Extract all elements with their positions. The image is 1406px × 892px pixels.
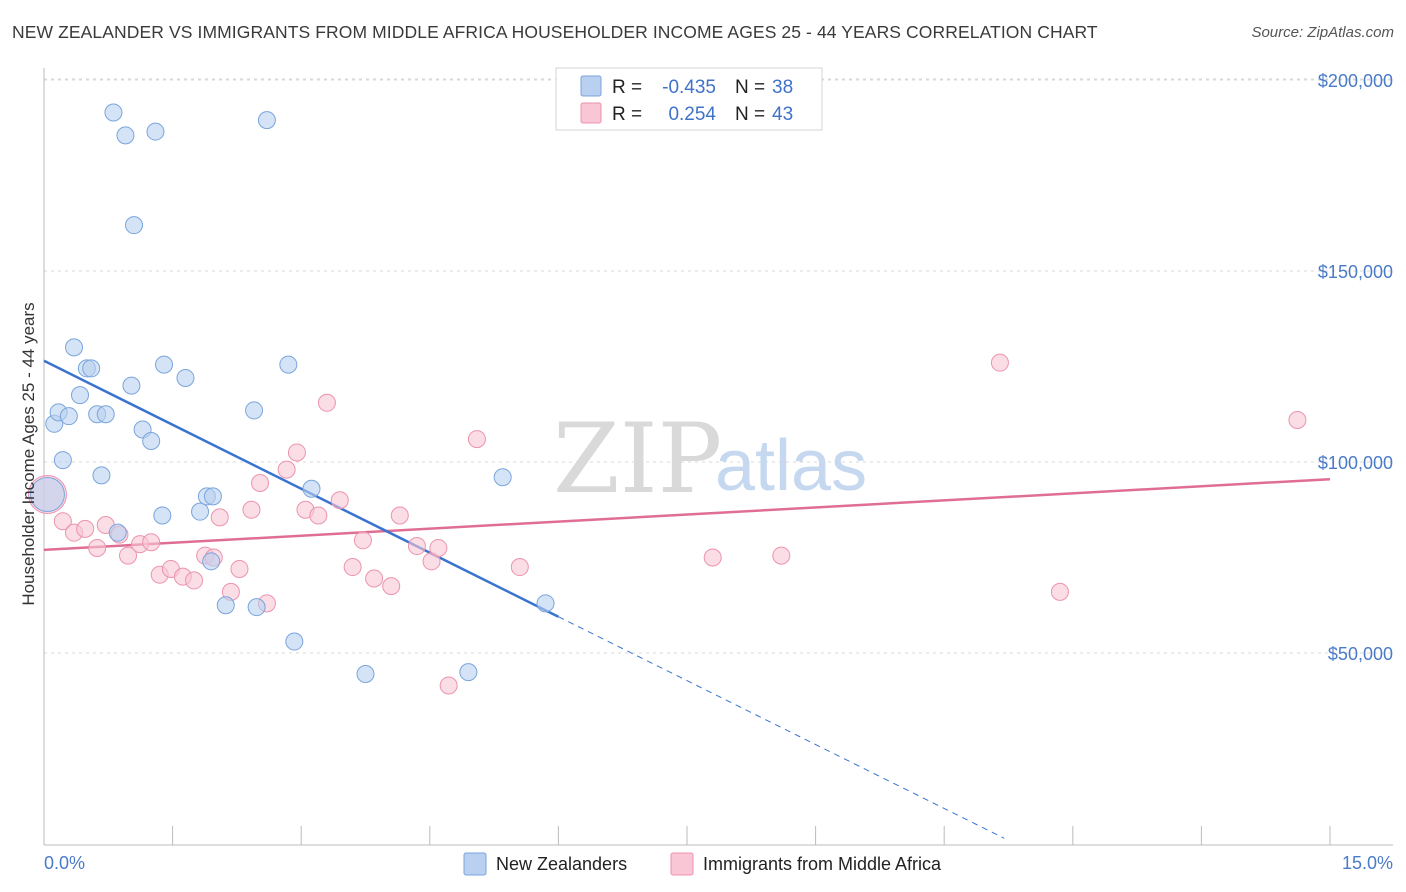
- data-point-blue: [65, 338, 84, 357]
- data-point-blue: [125, 216, 144, 235]
- legend-swatch-pink: [580, 102, 602, 124]
- y-tick-label: $200,000: [1318, 71, 1393, 91]
- data-point-blue: [356, 665, 375, 684]
- data-point-pink: [142, 533, 161, 552]
- data-point-pink: [230, 559, 249, 578]
- y-tick-label: $100,000: [1318, 453, 1393, 473]
- series-legend-label-pink: Immigrants from Middle Africa: [703, 854, 942, 874]
- legend-r-value-pink: 0.254: [668, 104, 716, 125]
- data-point-pink: [353, 531, 372, 550]
- data-point-pink: [407, 537, 426, 556]
- data-point-pink: [439, 676, 458, 695]
- data-point-blue: [257, 111, 276, 130]
- data-point-pink: [467, 430, 486, 449]
- data-point-blue: [59, 407, 78, 426]
- source-label: Source: ZipAtlas.com: [1251, 24, 1394, 41]
- data-point-blue: [96, 405, 115, 424]
- data-point-blue: [493, 468, 512, 487]
- data-point-pink: [772, 546, 791, 565]
- series-legend-swatch-blue: [463, 852, 487, 876]
- data-point-blue: [29, 476, 65, 512]
- watermark-zip: ZIP: [553, 403, 722, 515]
- data-point-blue: [155, 355, 174, 374]
- correlation-legend: R = -0.435 N = 38 R = 0.254 N = 43: [555, 67, 823, 131]
- data-point-pink: [365, 569, 384, 588]
- trend-line-blue: [43, 359, 559, 618]
- y-axis-label: Householder Income Ages 25 - 44 years: [19, 302, 38, 605]
- trend-line-blue-extension: [558, 616, 1005, 839]
- data-point-blue: [82, 359, 101, 378]
- data-point-pink: [76, 519, 95, 538]
- data-point-pink: [119, 546, 138, 565]
- data-point-pink: [990, 353, 1009, 372]
- axes: [43, 68, 1393, 846]
- data-point-blue: [92, 466, 111, 485]
- legend-r-value-blue: -0.435: [662, 77, 716, 98]
- data-point-blue: [536, 594, 555, 613]
- data-point-blue: [302, 479, 321, 498]
- data-point-pink: [382, 577, 401, 596]
- trend-lines: [43, 359, 1331, 839]
- data-point-pink: [287, 443, 306, 462]
- data-point-blue: [191, 502, 210, 521]
- data-point-blue: [142, 431, 161, 450]
- data-point-pink: [242, 500, 261, 519]
- series-legend-label-blue: New Zealanders: [496, 854, 627, 874]
- data-point-blue: [104, 103, 123, 122]
- data-point-pink: [53, 512, 72, 531]
- data-point-pink: [510, 558, 529, 577]
- data-point-blue: [71, 386, 90, 405]
- data-point-blue: [176, 368, 195, 387]
- data-point-blue: [146, 122, 165, 141]
- data-point-pink: [390, 506, 409, 525]
- legend-n-label-blue: N =: [735, 77, 765, 98]
- watermark: ZIP atlas: [553, 403, 867, 515]
- data-point-pink: [703, 548, 722, 567]
- data-point-blue: [216, 596, 235, 615]
- data-point-pink: [277, 460, 296, 479]
- data-point-blue: [279, 355, 298, 374]
- data-point-pink: [317, 393, 336, 412]
- data-point-blue: [247, 598, 266, 617]
- data-point-pink: [343, 558, 362, 577]
- legend-n-label-pink: N =: [735, 104, 765, 125]
- data-point-pink: [1288, 410, 1307, 429]
- watermark-atlas: atlas: [715, 426, 867, 506]
- data-point-blue: [108, 523, 127, 542]
- y-tick-label: $150,000: [1318, 262, 1393, 282]
- x-tick-label-max: 15.0%: [1342, 853, 1393, 873]
- data-point-pink: [330, 491, 349, 510]
- data-point-pink: [251, 474, 270, 493]
- series-legend: New Zealanders Immigrants from Middle Af…: [463, 852, 942, 876]
- data-point-blue: [116, 126, 135, 145]
- trend-line-pink: [43, 477, 1331, 552]
- data-point-pink: [88, 538, 107, 557]
- data-point-pink: [1050, 582, 1069, 601]
- data-point-pink: [309, 506, 328, 525]
- x-tick-label-min: 0.0%: [44, 853, 85, 873]
- data-point-blue: [153, 506, 172, 525]
- data-point-blue: [122, 376, 141, 395]
- y-tick-label: $50,000: [1328, 644, 1393, 664]
- data-point-pink: [210, 508, 229, 527]
- y-tick-labels: $50,000 $100,000 $150,000 $200,000: [1318, 71, 1393, 664]
- legend-r-label-blue: R =: [612, 77, 642, 98]
- legend-n-value-pink: 43: [772, 104, 793, 125]
- data-point-blue: [245, 401, 264, 420]
- data-point-blue: [285, 632, 304, 651]
- legend-n-value-blue: 38: [772, 77, 793, 98]
- data-point-blue: [459, 663, 478, 682]
- data-point-blue: [203, 487, 222, 506]
- data-point-pink: [429, 538, 448, 557]
- data-point-blue: [202, 552, 221, 571]
- legend-swatch-blue: [580, 75, 602, 97]
- chart-title: NEW ZEALANDER VS IMMIGRANTS FROM MIDDLE …: [12, 22, 1098, 42]
- data-point-blue: [53, 451, 72, 470]
- legend-r-label-pink: R =: [612, 104, 642, 125]
- data-point-pink: [185, 571, 204, 590]
- series-legend-swatch-pink: [670, 852, 694, 876]
- data-points: [27, 103, 1307, 695]
